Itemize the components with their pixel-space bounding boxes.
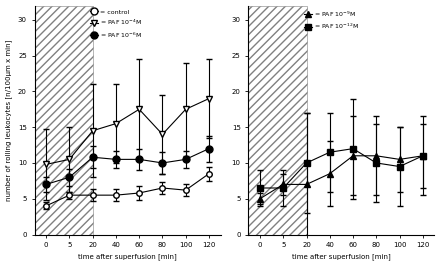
Bar: [34, 6, 93, 235]
Legend: = PAF 10$^{-9}$M, = PAF 10$^{-12}$M: = PAF 10$^{-9}$M, = PAF 10$^{-12}$M: [302, 7, 361, 34]
X-axis label: time after superfusion [min]: time after superfusion [min]: [78, 254, 177, 260]
X-axis label: time after superfusion [min]: time after superfusion [min]: [292, 254, 391, 260]
Y-axis label: number of rolling leukocytes [n/100μm x min]: number of rolling leukocytes [n/100μm x …: [6, 39, 12, 201]
Legend: = control, = PAF 10$^{-4}$M, = PAF 10$^{-6}$M: = control, = PAF 10$^{-4}$M, = PAF 10$^{…: [88, 7, 144, 42]
Bar: [248, 6, 307, 235]
